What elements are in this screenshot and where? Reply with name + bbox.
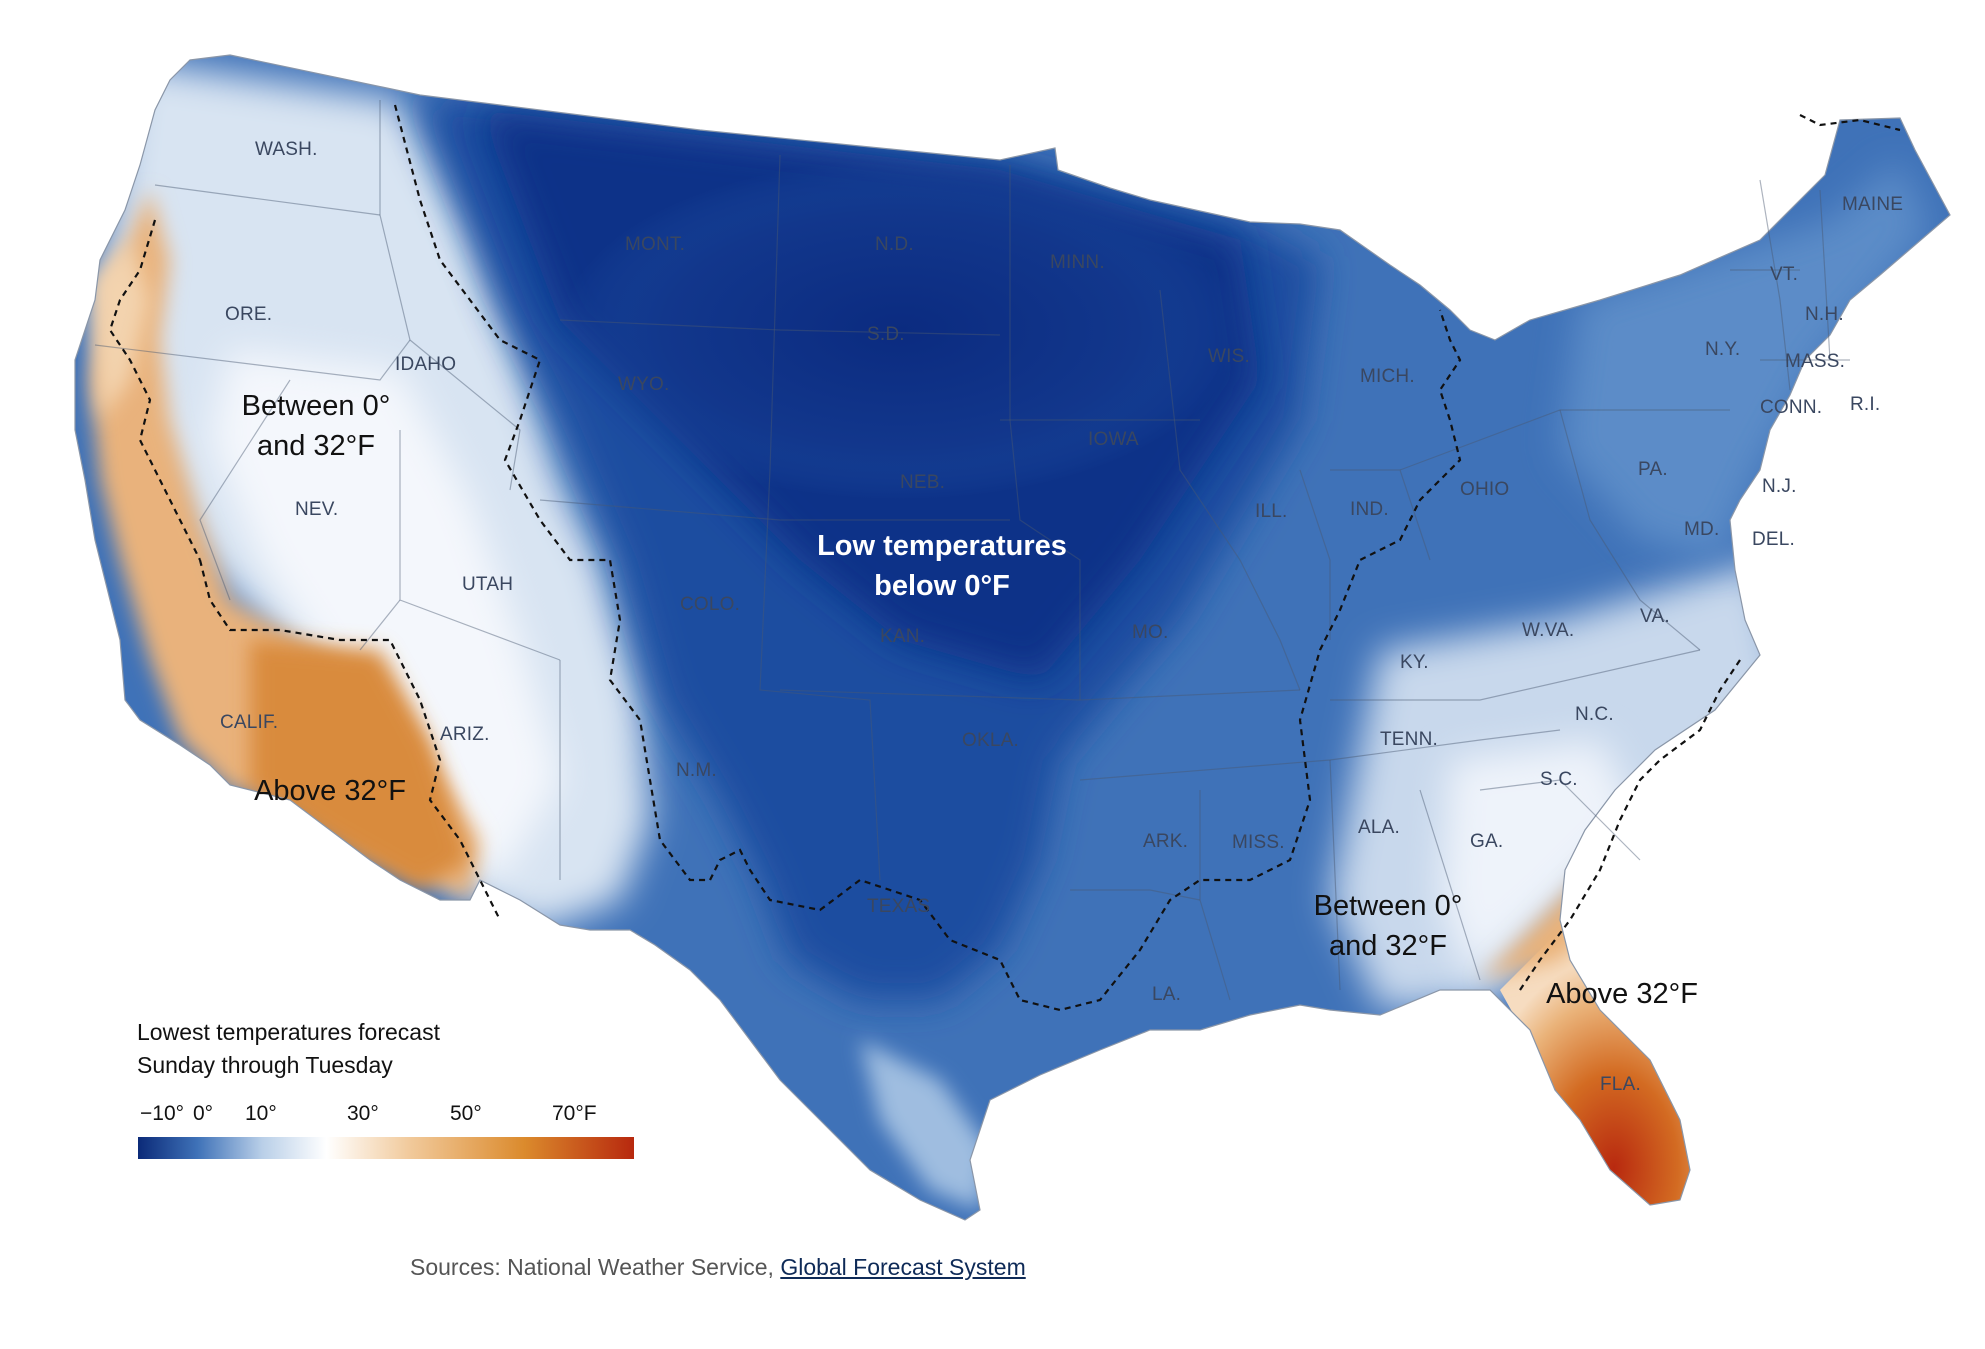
state-label-mont: MONT. — [625, 234, 685, 255]
sources-prefix: Sources: National Weather Service, — [410, 1254, 781, 1280]
annotation-southeast-above: Above 32°F — [1546, 978, 1698, 1010]
state-label-sd: S.D. — [867, 324, 905, 345]
annotation-center-line1: Low temperatures — [817, 530, 1067, 562]
state-label-conn: CONN. — [1760, 397, 1822, 418]
state-borders — [94, 100, 1850, 1001]
state-label-pa: PA. — [1638, 459, 1668, 480]
state-label-mo: MO. — [1132, 622, 1169, 643]
legend-tick-70: 70°F — [552, 1102, 597, 1125]
state-label-ny: N.Y. — [1705, 339, 1740, 360]
state-label-del: DEL. — [1752, 529, 1795, 550]
state-label-minn: MINN. — [1050, 252, 1105, 273]
state-label-wash: WASH. — [255, 139, 318, 160]
state-label-nev: NEV. — [295, 499, 338, 520]
state-label-ri: R.I. — [1850, 394, 1880, 415]
state-label-idaho: IDAHO — [395, 354, 456, 375]
annotation-west-above: Above 32°F — [254, 775, 406, 807]
state-label-ind: IND. — [1350, 499, 1389, 520]
state-label-tenn: TENN. — [1380, 729, 1438, 750]
state-label-ky: KY. — [1400, 652, 1429, 673]
legend-title-line1: Lowest temperatures forecast — [137, 1019, 441, 1045]
annotations: Between 0° and 32°F Above 32°F Low tempe… — [242, 390, 1698, 1010]
annotation-west-between-line1: Between 0° — [242, 390, 391, 422]
state-label-ariz: ARIZ. — [440, 724, 490, 745]
state-labels: WASH. ORE. IDAHO MONT. N.D. MINN. S.D. W… — [220, 139, 1903, 1095]
legend-title-line2: Sunday through Tuesday — [137, 1052, 393, 1078]
state-label-ill: ILL. — [1255, 501, 1288, 522]
state-label-calif: CALIF. — [220, 712, 278, 733]
state-label-utah: UTAH — [462, 574, 513, 595]
state-label-mich: MICH. — [1360, 366, 1415, 387]
state-label-kan: KAN. — [880, 626, 925, 647]
state-label-va: VA. — [1640, 606, 1670, 627]
state-label-md: MD. — [1684, 519, 1719, 540]
legend-tick-0: 0° — [193, 1102, 213, 1125]
contour-lines — [108, 104, 1901, 1012]
annotation-center-line2: below 0°F — [874, 570, 1010, 602]
state-label-nc: N.C. — [1575, 704, 1614, 725]
state-label-sc: S.C. — [1540, 769, 1578, 790]
sources-credit: Sources: National Weather Service, Globa… — [410, 1254, 1026, 1281]
state-label-nj: N.J. — [1762, 476, 1797, 497]
state-label-la: LA. — [1152, 984, 1181, 1005]
legend-tick-10: 10° — [245, 1102, 277, 1125]
state-label-ohio: OHIO — [1460, 479, 1509, 500]
state-label-maine: MAINE — [1842, 194, 1903, 215]
legend-tick-minus10: −10° — [140, 1102, 184, 1125]
state-label-nh: N.H. — [1805, 304, 1844, 325]
state-label-wis: WIS. — [1208, 346, 1250, 367]
state-label-texas: TEXAS — [867, 896, 930, 917]
state-label-nd: N.D. — [875, 234, 914, 255]
state-label-vt: VT. — [1770, 264, 1798, 285]
state-label-wva: W.VA. — [1522, 620, 1574, 641]
annotation-southeast-between-line2: and 32°F — [1329, 930, 1447, 962]
state-label-iowa: IOWA — [1088, 429, 1139, 450]
legend: Lowest temperatures forecast Sunday thro… — [137, 1019, 634, 1159]
legend-tick-50: 50° — [450, 1102, 482, 1125]
state-label-ark: ARK. — [1143, 831, 1188, 852]
state-label-mass: MASS. — [1785, 351, 1845, 372]
legend-tick-30: 30° — [347, 1102, 379, 1125]
state-label-ore: ORE. — [225, 304, 272, 325]
state-label-miss: MISS. — [1232, 832, 1285, 853]
state-label-fla: FLA. — [1600, 1074, 1641, 1095]
annotation-southeast-between-line1: Between 0° — [1314, 890, 1463, 922]
state-label-colo: COLO. — [680, 594, 740, 615]
sources-link[interactable]: Global Forecast System — [780, 1254, 1026, 1280]
annotation-west-between-line2: and 32°F — [257, 430, 375, 462]
state-label-nm: N.M. — [676, 760, 717, 781]
state-label-wyo: WYO. — [618, 374, 669, 395]
state-label-okla: OKLA. — [962, 730, 1019, 751]
state-label-ala: ALA. — [1358, 817, 1400, 838]
state-label-ga: GA. — [1470, 831, 1503, 852]
state-label-neb: NEB. — [900, 472, 945, 493]
legend-color-bar — [138, 1137, 634, 1159]
